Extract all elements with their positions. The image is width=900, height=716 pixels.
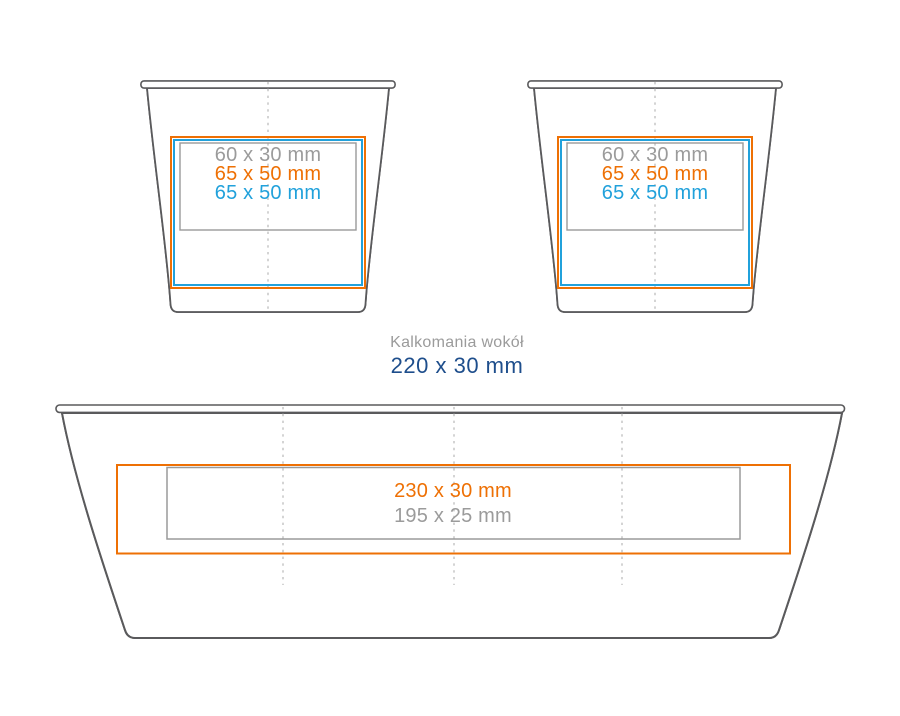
wrap-size-gray: 195 x 25 mm (394, 505, 512, 527)
wrap-caption: Kalkomania wokół 220 x 30 mm (307, 332, 607, 378)
unrolled-wrap (55, 404, 846, 639)
wrap-print-area-orange-rect (116, 464, 791, 555)
wrap-print-area-gray-rect (166, 466, 741, 540)
left-cup-labels: 60 x 30 mm 65 x 50 mm 65 x 50 mm (140, 144, 396, 204)
wrap-labels: 230 x 30 mm 195 x 25 mm (303, 479, 603, 529)
right-cup-size-orange: 65 x 50 mm (601, 163, 709, 185)
right-cup-size-blue: 65 x 50 mm (601, 182, 709, 204)
wrap-body-outline-stroke (61, 412, 843, 639)
wrap-caption-size: 220 x 30 mm (390, 353, 524, 378)
wrap-rim (55, 404, 846, 414)
left-cup-size-orange: 65 x 50 mm (214, 163, 322, 185)
wrap-size-orange: 230 x 30 mm (394, 480, 512, 502)
right-cup-labels: 60 x 30 mm 65 x 50 mm 65 x 50 mm (527, 144, 783, 204)
right-cup-size-gray: 60 x 30 mm (601, 144, 709, 166)
wrap-caption-title: Kalkomania wokół (390, 334, 524, 351)
left-cup-size-blue: 65 x 50 mm (214, 182, 322, 204)
left-cup-size-gray: 60 x 30 mm (214, 144, 322, 166)
